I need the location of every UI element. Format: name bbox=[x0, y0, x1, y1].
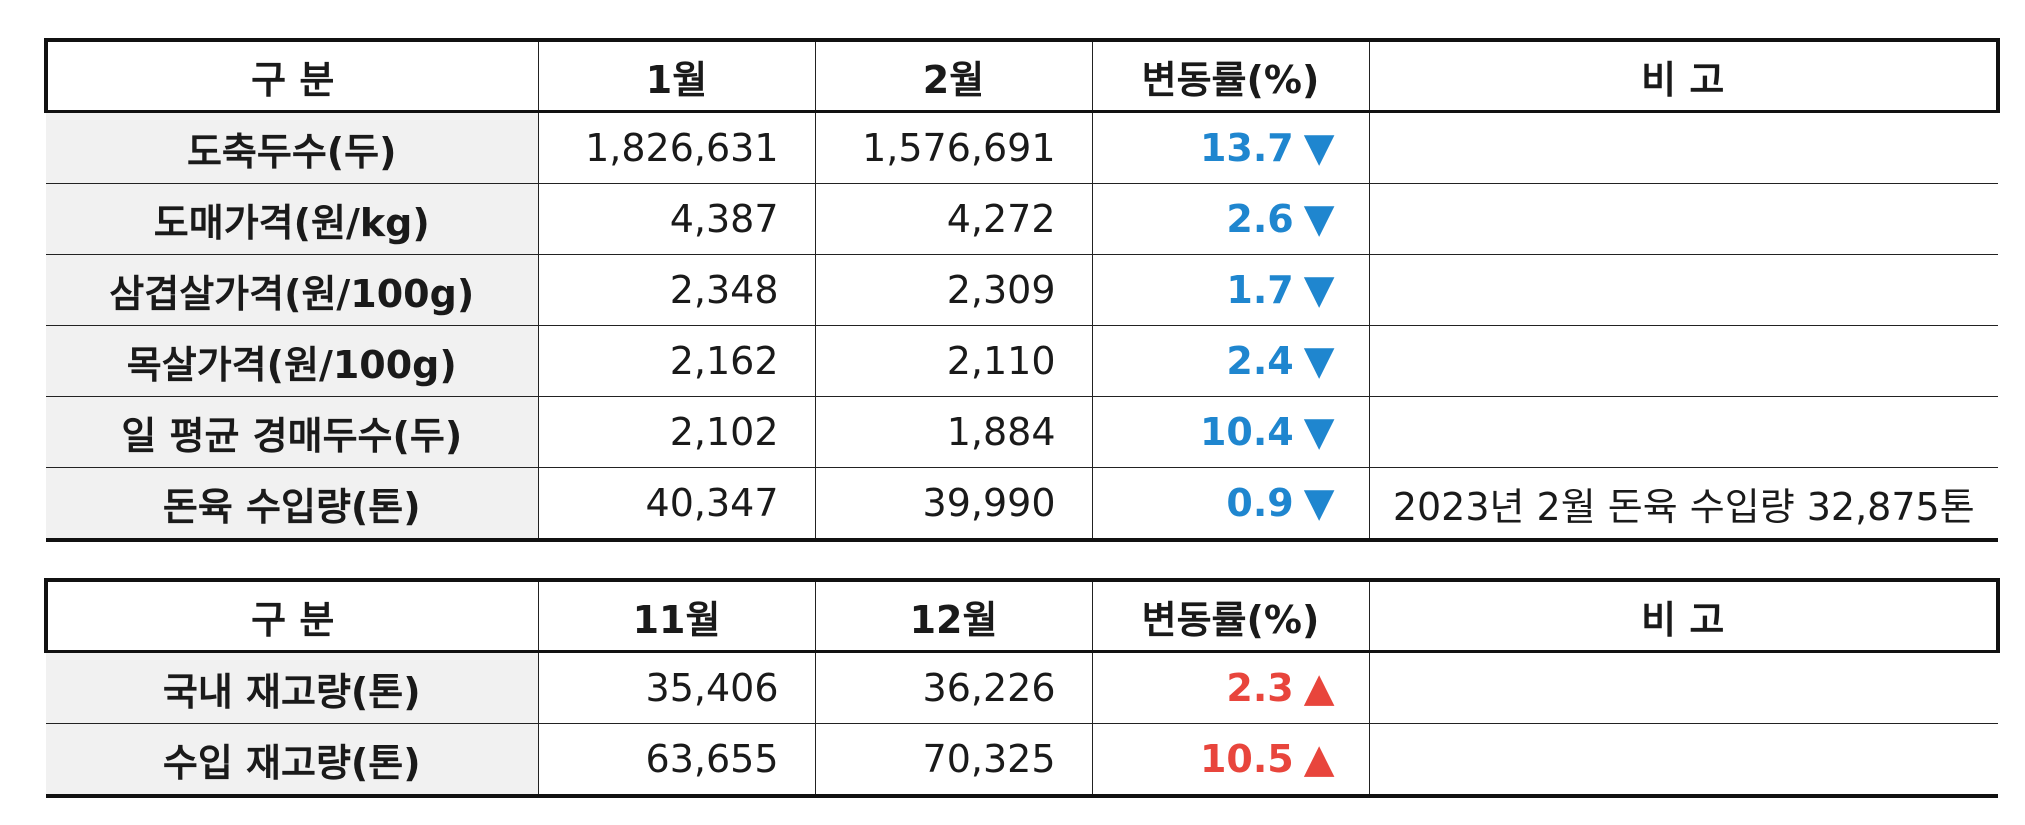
header-change-rate: 변동률(%) bbox=[1091, 578, 1370, 653]
row-label: 삼겹살가격(원/100g) bbox=[46, 254, 539, 326]
change-rate: 13.7 ▼ bbox=[1091, 111, 1370, 184]
table-row: 삼겹살가격(원/100g) 2,348 2,309 1.7 ▼ bbox=[46, 254, 1998, 326]
table-header-row: 구 분 1월 2월 변동률(%) 비 고 bbox=[44, 38, 2000, 113]
change-rate: 1.7 ▼ bbox=[1091, 254, 1370, 326]
value-month-2: 2,110 bbox=[814, 325, 1093, 397]
remark bbox=[1368, 325, 1998, 397]
remark bbox=[1368, 183, 1998, 255]
value-month-1: 1,826,631 bbox=[537, 111, 816, 184]
header-change-rate: 변동률(%) bbox=[1091, 38, 1370, 113]
value-month-2: 70,325 bbox=[814, 723, 1093, 798]
header-remarks: 비 고 bbox=[1368, 38, 2000, 113]
rate-value: 2.6 bbox=[1226, 197, 1294, 241]
value-month-1: 2,348 bbox=[537, 254, 816, 326]
table-row: 국내 재고량(톤) 35,406 36,226 2.3 ▲ bbox=[46, 651, 1998, 724]
change-rate: 2.6 ▼ bbox=[1091, 183, 1370, 255]
down-arrow-icon: ▼ bbox=[1303, 480, 1335, 526]
header-month-2: 2월 bbox=[814, 38, 1093, 113]
value-month-1: 35,406 bbox=[537, 651, 816, 724]
value-month-2: 4,272 bbox=[814, 183, 1093, 255]
row-label: 돈육 수입량(톤) bbox=[46, 467, 539, 542]
rate-value: 10.5 bbox=[1199, 737, 1294, 781]
down-arrow-icon: ▼ bbox=[1303, 409, 1335, 455]
header-category: 구 분 bbox=[44, 578, 539, 653]
value-month-2: 1,884 bbox=[814, 396, 1093, 468]
value-month-2: 1,576,691 bbox=[814, 111, 1093, 184]
table-row: 도매가격(원/kg) 4,387 4,272 2.6 ▼ bbox=[46, 183, 1998, 255]
slaughter-price-table: 구 분 1월 2월 변동률(%) 비 고 도축두수(두) 1,826,631 1… bbox=[44, 38, 2000, 542]
change-rate: 10.4 ▼ bbox=[1091, 396, 1370, 468]
up-arrow-icon: ▲ bbox=[1303, 736, 1335, 782]
header-month-1: 1월 bbox=[537, 38, 816, 113]
table-row: 목살가격(원/100g) 2,162 2,110 2.4 ▼ bbox=[46, 325, 1998, 397]
row-label: 목살가격(원/100g) bbox=[46, 325, 539, 397]
table-row: 도축두수(두) 1,826,631 1,576,691 13.7 ▼ bbox=[46, 111, 1998, 184]
table-header-row: 구 분 11월 12월 변동률(%) 비 고 bbox=[44, 578, 2000, 653]
row-label: 일 평균 경매두수(두) bbox=[46, 396, 539, 468]
header-remarks: 비 고 bbox=[1368, 578, 2000, 653]
value-month-1: 2,162 bbox=[537, 325, 816, 397]
rate-value: 2.3 bbox=[1226, 666, 1294, 710]
value-month-2: 39,990 bbox=[814, 467, 1093, 542]
remark bbox=[1368, 396, 1998, 468]
down-arrow-icon: ▼ bbox=[1303, 196, 1335, 242]
header-category: 구 분 bbox=[44, 38, 539, 113]
row-label: 수입 재고량(톤) bbox=[46, 723, 539, 798]
row-label: 국내 재고량(톤) bbox=[46, 651, 539, 724]
remark: 2023년 2월 돈육 수입량 32,875톤 bbox=[1368, 467, 1998, 542]
remark bbox=[1368, 723, 1998, 798]
row-label: 도매가격(원/kg) bbox=[46, 183, 539, 255]
header-month-1: 11월 bbox=[537, 578, 816, 653]
value-month-1: 2,102 bbox=[537, 396, 816, 468]
change-rate: 2.4 ▼ bbox=[1091, 325, 1370, 397]
rate-value: 10.4 bbox=[1199, 410, 1294, 454]
table-row: 수입 재고량(톤) 63,655 70,325 10.5 ▲ bbox=[46, 723, 1998, 798]
value-month-2: 2,309 bbox=[814, 254, 1093, 326]
tables-container: 구 분 1월 2월 변동률(%) 비 고 도축두수(두) 1,826,631 1… bbox=[44, 38, 2000, 798]
table-row: 일 평균 경매두수(두) 2,102 1,884 10.4 ▼ bbox=[46, 396, 1998, 468]
down-arrow-icon: ▼ bbox=[1303, 338, 1335, 384]
rate-value: 0.9 bbox=[1226, 481, 1294, 525]
change-rate: 0.9 ▼ bbox=[1091, 467, 1370, 542]
remark bbox=[1368, 651, 1998, 724]
down-arrow-icon: ▼ bbox=[1303, 267, 1335, 313]
change-rate: 10.5 ▲ bbox=[1091, 723, 1370, 798]
table-row: 돈육 수입량(톤) 40,347 39,990 0.9 ▼ 2023년 2월 돈육… bbox=[46, 467, 1998, 542]
change-rate: 2.3 ▲ bbox=[1091, 651, 1370, 724]
header-month-2: 12월 bbox=[814, 578, 1093, 653]
value-month-2: 36,226 bbox=[814, 651, 1093, 724]
value-month-1: 63,655 bbox=[537, 723, 816, 798]
value-month-1: 4,387 bbox=[537, 183, 816, 255]
inventory-table: 구 분 11월 12월 변동률(%) 비 고 국내 재고량(톤) 35,406 … bbox=[44, 578, 2000, 798]
rate-value: 1.7 bbox=[1226, 268, 1294, 312]
row-label: 도축두수(두) bbox=[46, 111, 539, 184]
value-month-1: 40,347 bbox=[537, 467, 816, 542]
up-arrow-icon: ▲ bbox=[1303, 665, 1335, 711]
remark bbox=[1368, 111, 1998, 184]
rate-value: 13.7 bbox=[1199, 126, 1294, 170]
remark bbox=[1368, 254, 1998, 326]
rate-value: 2.4 bbox=[1226, 339, 1294, 383]
down-arrow-icon: ▼ bbox=[1303, 125, 1335, 171]
